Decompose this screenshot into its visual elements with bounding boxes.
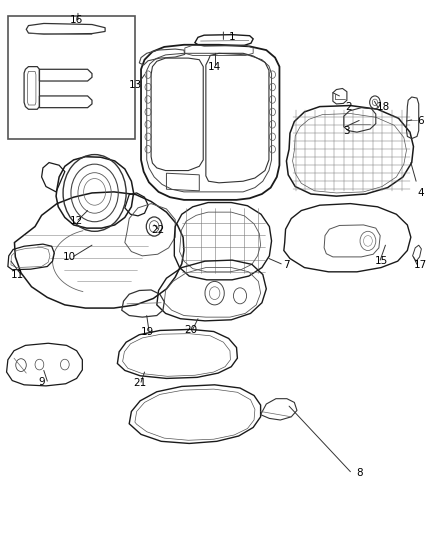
Text: 13: 13: [129, 80, 142, 90]
Text: 19: 19: [141, 327, 154, 336]
Text: 20: 20: [184, 326, 197, 335]
Text: 1: 1: [229, 33, 236, 42]
Text: 15: 15: [374, 256, 388, 266]
Text: 4: 4: [417, 188, 424, 198]
Text: 8: 8: [356, 469, 363, 478]
Text: 11: 11: [11, 270, 24, 280]
Text: 10: 10: [63, 252, 76, 262]
Bar: [8, 16, 135, 139]
Text: 14: 14: [208, 62, 221, 71]
Text: 16: 16: [70, 15, 83, 25]
Text: 2: 2: [345, 102, 352, 111]
Text: 7: 7: [283, 261, 290, 270]
Text: 6: 6: [417, 116, 424, 126]
Text: 9: 9: [38, 377, 45, 387]
Text: 18: 18: [377, 102, 390, 111]
Text: 21: 21: [134, 378, 147, 387]
Text: 17: 17: [414, 260, 427, 270]
Text: 12: 12: [70, 216, 83, 226]
Text: 22: 22: [151, 225, 164, 235]
Text: 3: 3: [343, 126, 350, 135]
